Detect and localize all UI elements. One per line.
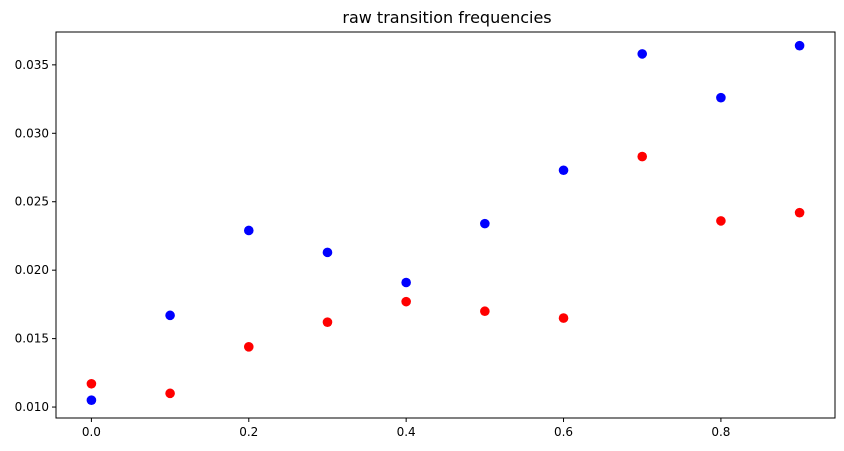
plot-frame — [55, 31, 836, 419]
x-tick-label: 0.6 — [554, 425, 573, 439]
blue-data-point — [637, 49, 648, 59]
red-data-point — [794, 207, 805, 218]
blue-data-point — [86, 395, 97, 406]
red-data-point — [558, 313, 569, 323]
y-tick-label: 0.025 — [15, 195, 49, 209]
red-data-point — [165, 388, 175, 399]
data-points — [86, 40, 805, 406]
x-tick-label: 0.2 — [239, 425, 258, 439]
blue-data-point — [401, 277, 411, 288]
y-tick-label: 0.010 — [15, 400, 49, 414]
red-data-point — [243, 342, 254, 352]
blue-data-point — [558, 165, 569, 176]
blue-data-point — [165, 310, 175, 321]
chart-title: raw transition frequencies — [342, 8, 551, 27]
blue-data-point — [322, 247, 333, 258]
x-axis: 0.0 0.2 0.4 0.6 0.8 — [82, 418, 730, 439]
y-tick-label: 0.020 — [15, 263, 49, 277]
y-tick-label: 0.015 — [15, 332, 49, 346]
blue-data-point — [794, 40, 805, 51]
red-data-point — [716, 216, 726, 226]
red-data-point — [322, 317, 333, 327]
x-tick-label: 0.8 — [711, 425, 730, 439]
red-data-point — [86, 378, 97, 389]
red-data-point — [480, 306, 490, 317]
red-data-point — [637, 151, 648, 162]
blue-data-point — [716, 92, 726, 103]
y-axis: 0.010 0.015 0.020 0.025 0.030 0.035 — [15, 58, 56, 414]
y-tick-label: 0.035 — [15, 58, 49, 72]
blue-data-point — [480, 218, 490, 229]
plot-area — [55, 31, 836, 419]
blue-data-point — [243, 225, 254, 236]
y-tick-label: 0.030 — [15, 126, 49, 140]
x-tick-label: 0.0 — [82, 425, 101, 439]
x-tick-label: 0.4 — [397, 425, 416, 439]
red-data-point — [401, 296, 411, 307]
